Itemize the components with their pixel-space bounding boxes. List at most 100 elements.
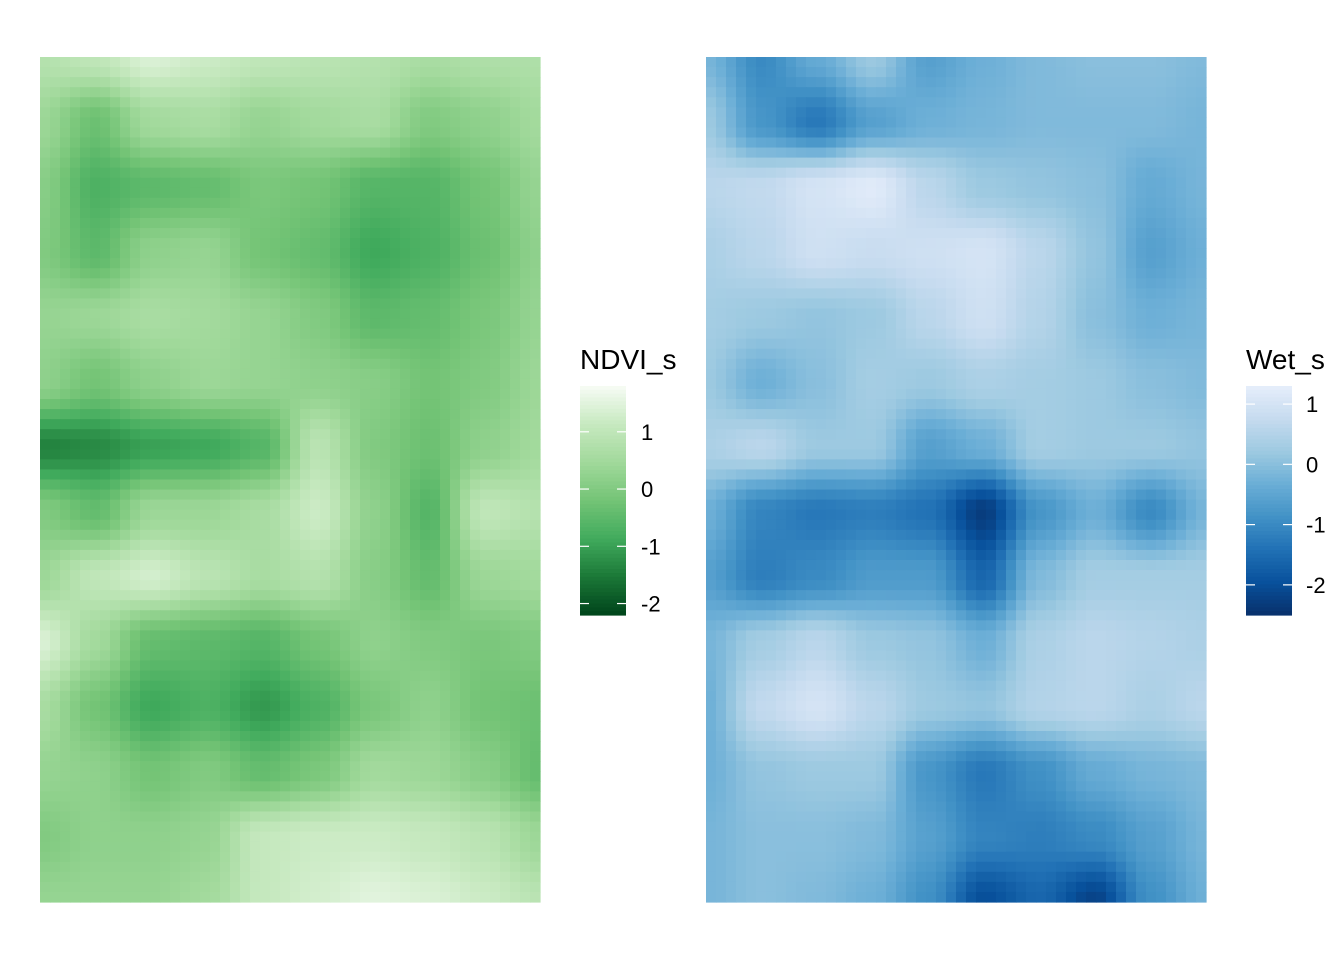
wet-s-heatmap-cell	[816, 177, 827, 189]
ndvi-s-heatmap-cell	[450, 741, 461, 752]
ndvi-s-heatmap-cell	[370, 57, 381, 68]
ndvi-s-heatmap-cell	[520, 469, 531, 481]
ndvi-s-heatmap-cell	[380, 781, 391, 792]
ndvi-s-heatmap-cell	[310, 298, 321, 310]
ndvi-s-heatmap-cell	[300, 127, 311, 139]
ndvi-s-heatmap-cell	[130, 499, 141, 511]
ndvi-s-heatmap-cell	[190, 207, 201, 219]
wet-s-heatmap-cell	[786, 187, 797, 199]
wet-s-heatmap-cell	[1106, 87, 1117, 98]
ndvi-s-heatmap-cell	[280, 730, 291, 742]
wet-s-heatmap-cell	[1026, 127, 1037, 139]
ndvi-s-heatmap-cell	[410, 157, 421, 169]
ndvi-s-heatmap-cell	[410, 841, 421, 853]
ndvi-s-heatmap-cell	[450, 97, 461, 108]
ndvi-s-heatmap-cell	[330, 107, 341, 118]
ndvi-s-heatmap-cell	[150, 97, 161, 108]
ndvi-s-heatmap-cell	[240, 439, 251, 450]
ndvi-s-heatmap-cell	[480, 187, 491, 199]
ndvi-s-heatmap-cell	[250, 811, 261, 823]
ndvi-s-heatmap-cell	[80, 187, 91, 199]
ndvi-s-heatmap-cell	[50, 680, 61, 692]
ndvi-s-heatmap-cell	[510, 881, 521, 893]
ndvi-s-heatmap-cell	[140, 77, 151, 88]
ndvi-s-heatmap-cell	[360, 217, 371, 229]
wet-s-heatmap-cell	[866, 187, 877, 199]
ndvi-s-heatmap-cell	[290, 640, 301, 652]
ndvi-s-heatmap-cell	[350, 781, 361, 792]
wet-s-heatmap-cell	[866, 117, 877, 129]
ndvi-s-heatmap-cell	[500, 187, 511, 199]
ndvi-s-heatmap-cell	[330, 258, 341, 269]
ndvi-s-heatmap-cell	[150, 851, 161, 863]
ndvi-s-heatmap-cell	[400, 881, 411, 893]
ndvi-s-heatmap-cell	[430, 167, 441, 179]
ndvi-s-heatmap-cell	[370, 499, 381, 511]
ndvi-s-heatmap-cell	[240, 137, 251, 149]
ndvi-s-heatmap-cell	[440, 710, 451, 722]
ndvi-s-heatmap-cell	[310, 559, 321, 571]
ndvi-s-heatmap-cell	[170, 338, 181, 350]
ndvi-s-heatmap-cell	[150, 298, 161, 310]
ndvi-s-heatmap-cell	[430, 600, 441, 611]
ndvi-s-heatmap-cell	[500, 409, 511, 420]
ndvi-s-heatmap-cell	[290, 107, 301, 118]
ndvi-s-heatmap-cell	[460, 610, 471, 621]
ndvi-s-heatmap-cell	[390, 710, 401, 722]
ndvi-s-heatmap-cell	[290, 630, 301, 642]
ndvi-s-heatmap-cell	[380, 881, 391, 893]
ndvi-s-heatmap-cell	[500, 217, 511, 229]
ndvi-s-heatmap-cell	[360, 479, 371, 491]
ndvi-s-heatmap-cell	[520, 559, 531, 571]
ndvi-s-heatmap-cell	[470, 127, 481, 139]
ndvi-s-heatmap-cell	[50, 67, 61, 78]
ndvi-s-heatmap-cell	[530, 97, 541, 108]
ndvi-s-heatmap-cell	[130, 529, 141, 541]
ndvi-s-heatmap-cell	[270, 318, 281, 330]
ndvi-s-heatmap-cell	[200, 358, 211, 370]
ndvi-s-colorbar-segment	[580, 496, 626, 502]
ndvi-s-heatmap-cell	[90, 791, 101, 803]
wet-s-heatmap-cell	[1136, 147, 1147, 159]
ndvi-s-heatmap-cell	[210, 781, 221, 792]
ndvi-s-heatmap-cell	[450, 308, 461, 320]
wet-s-heatmap-cell	[1066, 157, 1077, 169]
wet-s-heatmap-cell	[786, 117, 797, 129]
ndvi-s-heatmap-cell	[500, 479, 511, 491]
ndvi-s-heatmap-cell	[500, 871, 511, 883]
ndvi-s-heatmap-cell	[170, 891, 181, 903]
ndvi-s-heatmap-cell	[390, 378, 401, 390]
ndvi-s-heatmap-cell	[410, 378, 421, 390]
ndvi-s-heatmap-cell	[160, 851, 171, 863]
ndvi-s-heatmap-cell	[100, 610, 111, 621]
wet-s-heatmap-cell	[1056, 147, 1067, 159]
ndvi-s-heatmap-cell	[210, 499, 221, 511]
ndvi-s-heatmap-cell	[340, 710, 351, 722]
wet-s-heatmap-cell	[1186, 67, 1197, 78]
wet-s-heatmap-cell	[1136, 127, 1147, 139]
ndvi-s-heatmap-cell	[500, 720, 511, 732]
ndvi-s-heatmap-cell	[210, 378, 221, 390]
ndvi-s-heatmap-cell	[50, 238, 61, 249]
ndvi-s-heatmap-cell	[420, 378, 431, 390]
ndvi-s-heatmap-cell	[230, 660, 241, 672]
ndvi-s-heatmap-cell	[210, 67, 221, 78]
ndvi-s-heatmap-cell	[490, 368, 501, 380]
ndvi-s-heatmap-cell	[200, 680, 211, 692]
ndvi-s-heatmap-cell	[470, 298, 481, 310]
ndvi-s-heatmap-cell	[360, 680, 371, 692]
ndvi-s-heatmap-cell	[500, 157, 511, 169]
ndvi-s-heatmap-cell	[350, 137, 361, 149]
ndvi-s-heatmap-cell	[480, 751, 491, 762]
ndvi-s-heatmap-cell	[250, 207, 261, 219]
ndvi-s-heatmap-cell	[180, 509, 191, 521]
ndvi-s-heatmap-cell	[420, 419, 431, 430]
ndvi-s-heatmap-cell	[270, 831, 281, 843]
ndvi-s-heatmap-cell	[530, 348, 541, 360]
ndvi-s-heatmap-cell	[240, 761, 251, 772]
ndvi-s-heatmap-cell	[320, 429, 331, 440]
wet-s-heatmap-cell	[1126, 77, 1137, 88]
ndvi-s-heatmap-cell	[510, 529, 521, 541]
ndvi-s-heatmap-cell	[510, 177, 521, 189]
ndvi-s-heatmap-cell	[200, 177, 211, 189]
